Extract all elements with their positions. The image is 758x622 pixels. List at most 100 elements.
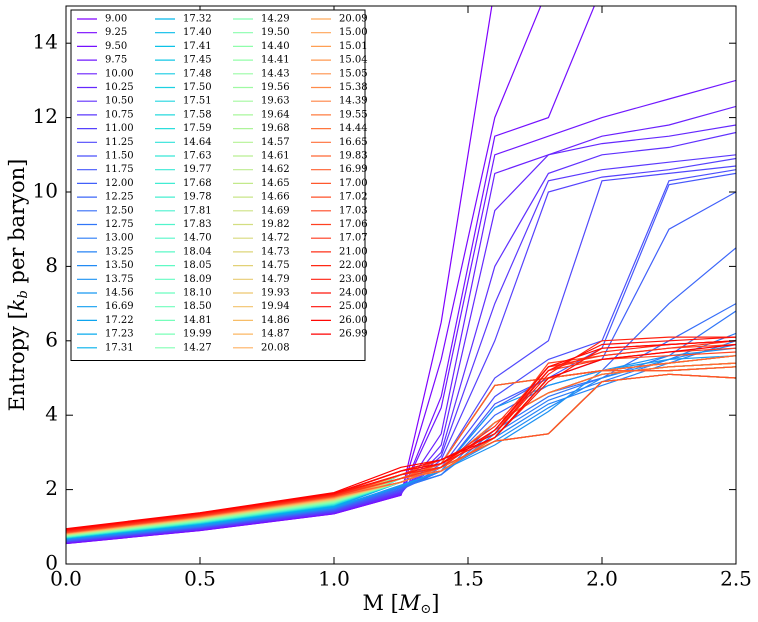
legend-label: 19.68 bbox=[261, 123, 290, 134]
legend-label: 14.39 bbox=[339, 96, 368, 107]
legend-label: 14.57 bbox=[261, 137, 290, 148]
legend-label: 19.77 bbox=[183, 164, 212, 175]
legend-label: 14.64 bbox=[183, 137, 212, 148]
legend-box bbox=[70, 9, 366, 361]
legend-label: 19.82 bbox=[261, 219, 290, 230]
y-label-part: per baryon] bbox=[5, 159, 29, 291]
legend-label: 20.08 bbox=[261, 342, 290, 353]
legend-label: 9.50 bbox=[105, 41, 127, 52]
legend-label: 22.00 bbox=[339, 260, 368, 271]
x-label-part: ] bbox=[431, 591, 439, 615]
x-axis-label: M [M⊙] bbox=[363, 591, 440, 617]
legend-label: 17.81 bbox=[183, 205, 212, 216]
legend-label: 19.99 bbox=[183, 329, 212, 340]
legend-label: 11.00 bbox=[105, 123, 134, 134]
legend-label: 19.56 bbox=[261, 82, 290, 93]
legend-label: 17.58 bbox=[183, 109, 212, 120]
y-label-part: Entropy [ bbox=[5, 311, 29, 411]
legend-label: 14.27 bbox=[183, 342, 212, 353]
y-tick-label: 4 bbox=[45, 402, 58, 426]
x-tick-label: 2.0 bbox=[586, 567, 618, 591]
legend-label: 19.83 bbox=[339, 151, 368, 162]
x-label-part: ⊙ bbox=[420, 602, 431, 617]
x-tick-label: 1.0 bbox=[318, 567, 350, 591]
y-label-part: b bbox=[16, 290, 31, 298]
legend-label: 14.87 bbox=[261, 329, 290, 340]
legend-label: 14.72 bbox=[261, 233, 290, 244]
legend-label: 19.93 bbox=[261, 288, 290, 299]
legend-label: 14.75 bbox=[261, 260, 290, 271]
legend-label: 17.02 bbox=[339, 192, 368, 203]
legend-label: 17.22 bbox=[105, 315, 134, 326]
legend-label: 10.50 bbox=[105, 96, 134, 107]
legend-label: 11.50 bbox=[105, 151, 134, 162]
legend-label: 16.69 bbox=[105, 301, 134, 312]
legend-label: 19.50 bbox=[261, 27, 290, 38]
x-tick-label: 0.0 bbox=[50, 567, 82, 591]
y-tick-label: 0 bbox=[45, 551, 58, 575]
legend-label: 14.62 bbox=[261, 164, 290, 175]
legend-label: 14.56 bbox=[105, 288, 134, 299]
y-tick-label: 6 bbox=[45, 327, 58, 351]
legend-label: 18.09 bbox=[183, 274, 212, 285]
legend-label: 12.75 bbox=[105, 219, 134, 230]
legend-label: 17.50 bbox=[183, 82, 212, 93]
legend-label: 9.00 bbox=[105, 14, 127, 25]
legend-label: 15.00 bbox=[339, 27, 368, 38]
legend-label: 14.66 bbox=[261, 192, 290, 203]
x-tick-label: 2.5 bbox=[720, 567, 752, 591]
legend-label: 14.69 bbox=[261, 205, 290, 216]
legend-label: 13.50 bbox=[105, 260, 134, 271]
legend-label: 18.50 bbox=[183, 301, 212, 312]
legend-label: 19.63 bbox=[261, 96, 290, 107]
y-tick-label: 12 bbox=[33, 104, 58, 128]
legend-label: 17.45 bbox=[183, 55, 212, 66]
legend: 9.00 9.25 9.50 9.75 10.00 10.25 10.50 10.75 11.0… bbox=[70, 9, 368, 361]
legend-label: 12.25 bbox=[105, 192, 134, 203]
legend-label: 14.61 bbox=[261, 151, 290, 162]
legend-label: 26.99 bbox=[339, 329, 368, 340]
legend-label: 11.75 bbox=[105, 164, 134, 175]
legend-label: 17.51 bbox=[183, 96, 212, 107]
legend-label: 14.73 bbox=[261, 246, 290, 257]
legend-label: 17.00 bbox=[339, 178, 368, 189]
legend-label: 13.75 bbox=[105, 274, 134, 285]
legend-label: 17.07 bbox=[339, 233, 368, 244]
y-tick-label: 10 bbox=[33, 179, 58, 203]
legend-label: 20.09 bbox=[339, 14, 368, 25]
legend-label: 14.65 bbox=[261, 178, 290, 189]
legend-label: 9.25 bbox=[105, 27, 127, 38]
legend-label: 17.06 bbox=[339, 219, 368, 230]
legend-label: 14.43 bbox=[261, 68, 290, 79]
legend-label: 18.04 bbox=[183, 246, 212, 257]
series-line bbox=[66, 343, 736, 530]
legend-label: 18.05 bbox=[183, 260, 212, 271]
y-tick-label: 2 bbox=[45, 476, 58, 500]
legend-label: 13.00 bbox=[105, 233, 134, 244]
plot-frame bbox=[65, 5, 737, 565]
legend-label: 14.44 bbox=[339, 123, 368, 134]
legend-label: 23.00 bbox=[339, 274, 368, 285]
legend-label: 21.00 bbox=[339, 246, 368, 257]
x-label-part: M bbox=[398, 591, 421, 615]
y-axis-label: Entropy [kb per baryon] bbox=[5, 159, 31, 412]
legend-label: 17.32 bbox=[183, 14, 212, 25]
legend-label: 15.05 bbox=[339, 68, 368, 79]
legend-label: 14.79 bbox=[261, 274, 290, 285]
y-tick-label: 14 bbox=[33, 30, 58, 54]
legend-label: 14.86 bbox=[261, 315, 290, 326]
legend-label: 14.70 bbox=[183, 233, 212, 244]
legend-label: 10.00 bbox=[105, 68, 134, 79]
y-label-part: k bbox=[5, 298, 29, 311]
legend-label: 10.75 bbox=[105, 109, 134, 120]
legend-label: 26.00 bbox=[339, 315, 368, 326]
legend-label: 18.10 bbox=[183, 288, 212, 299]
legend-label: 25.00 bbox=[339, 301, 368, 312]
x-tick-label: 0.5 bbox=[184, 567, 216, 591]
legend-label: 17.23 bbox=[105, 329, 134, 340]
legend-label: 9.75 bbox=[105, 55, 127, 66]
legend-label: 16.99 bbox=[339, 164, 368, 175]
legend-label: 12.00 bbox=[105, 178, 134, 189]
legend-label: 11.25 bbox=[105, 137, 134, 148]
